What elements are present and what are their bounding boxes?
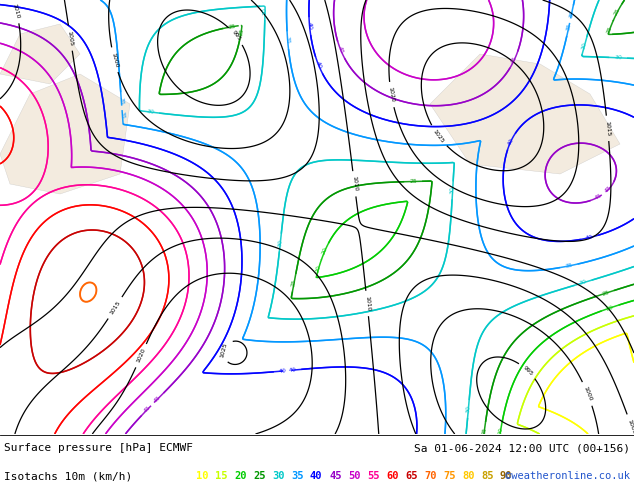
Polygon shape — [0, 74, 130, 194]
Text: ©weatheronline.co.uk: ©weatheronline.co.uk — [505, 471, 630, 481]
Text: 30: 30 — [146, 109, 155, 115]
Text: 30: 30 — [614, 55, 622, 60]
Text: 60: 60 — [386, 471, 399, 481]
Text: 20: 20 — [605, 304, 615, 312]
Text: 1005: 1005 — [67, 30, 74, 46]
Text: 85: 85 — [481, 471, 493, 481]
Text: 40: 40 — [279, 368, 287, 374]
Text: 35: 35 — [119, 97, 124, 105]
Text: 1015: 1015 — [109, 300, 121, 316]
Text: 45: 45 — [153, 395, 162, 404]
Text: 1005: 1005 — [626, 418, 634, 435]
Text: 30: 30 — [272, 471, 285, 481]
Text: 30: 30 — [278, 238, 283, 247]
Text: 55: 55 — [367, 471, 380, 481]
Text: 40: 40 — [507, 137, 515, 146]
Text: 20: 20 — [498, 427, 503, 436]
Text: Isotachs 10m (km/h): Isotachs 10m (km/h) — [4, 471, 133, 481]
Text: 50: 50 — [348, 471, 361, 481]
Text: 40: 40 — [307, 22, 313, 30]
Text: 25: 25 — [601, 290, 610, 297]
Text: 1020: 1020 — [387, 87, 395, 103]
Text: 25: 25 — [253, 471, 266, 481]
Text: 35: 35 — [566, 23, 572, 31]
Text: 35: 35 — [285, 36, 290, 45]
Text: 45: 45 — [337, 46, 344, 54]
Text: 1025: 1025 — [432, 128, 445, 144]
Text: Surface pressure [hPa] ECMWF: Surface pressure [hPa] ECMWF — [4, 443, 193, 453]
Text: 45: 45 — [143, 404, 152, 414]
Text: 25: 25 — [291, 278, 297, 287]
Text: 25: 25 — [613, 7, 621, 17]
Text: 10: 10 — [196, 471, 209, 481]
Text: 40: 40 — [315, 61, 323, 70]
Text: 40: 40 — [310, 471, 323, 481]
Text: 80: 80 — [462, 471, 474, 481]
Text: 30: 30 — [579, 279, 588, 286]
Text: 1010: 1010 — [364, 295, 370, 312]
Text: 1020: 1020 — [136, 347, 146, 364]
Text: 1000: 1000 — [583, 386, 593, 402]
Text: 35: 35 — [291, 471, 304, 481]
Text: 30: 30 — [581, 41, 588, 50]
Text: 995: 995 — [230, 30, 242, 42]
Text: 40: 40 — [288, 368, 297, 373]
Text: 1010: 1010 — [351, 176, 358, 192]
Text: 15: 15 — [215, 471, 228, 481]
Text: 20: 20 — [234, 471, 247, 481]
Text: 45: 45 — [329, 471, 342, 481]
Text: 25: 25 — [409, 179, 417, 184]
Text: 35: 35 — [564, 263, 573, 269]
Text: 1025: 1025 — [220, 342, 228, 358]
Text: 25: 25 — [481, 426, 488, 435]
Text: 30: 30 — [465, 405, 471, 413]
Text: 30: 30 — [450, 186, 455, 195]
Text: 1015: 1015 — [604, 121, 611, 136]
Text: 30: 30 — [262, 7, 268, 15]
Text: 45: 45 — [594, 193, 604, 201]
Text: 995: 995 — [522, 365, 534, 376]
Text: 25: 25 — [238, 27, 244, 36]
Text: Sa 01-06-2024 12:00 UTC (00+156): Sa 01-06-2024 12:00 UTC (00+156) — [414, 443, 630, 453]
Text: 65: 65 — [405, 471, 418, 481]
Text: 45: 45 — [604, 185, 613, 194]
Text: 25: 25 — [228, 24, 236, 30]
Polygon shape — [430, 54, 620, 174]
Text: 35: 35 — [568, 10, 575, 19]
Text: 40: 40 — [585, 234, 594, 241]
Text: 45: 45 — [510, 55, 518, 65]
Text: 20: 20 — [321, 246, 328, 256]
Polygon shape — [0, 24, 80, 84]
Text: 75: 75 — [443, 471, 455, 481]
Text: 35: 35 — [120, 110, 125, 119]
Text: 1000: 1000 — [110, 52, 119, 68]
Text: 70: 70 — [424, 471, 436, 481]
Text: 20: 20 — [315, 264, 322, 273]
Text: 1010: 1010 — [12, 3, 20, 19]
Text: 90: 90 — [500, 471, 512, 481]
Text: 25: 25 — [606, 25, 614, 34]
